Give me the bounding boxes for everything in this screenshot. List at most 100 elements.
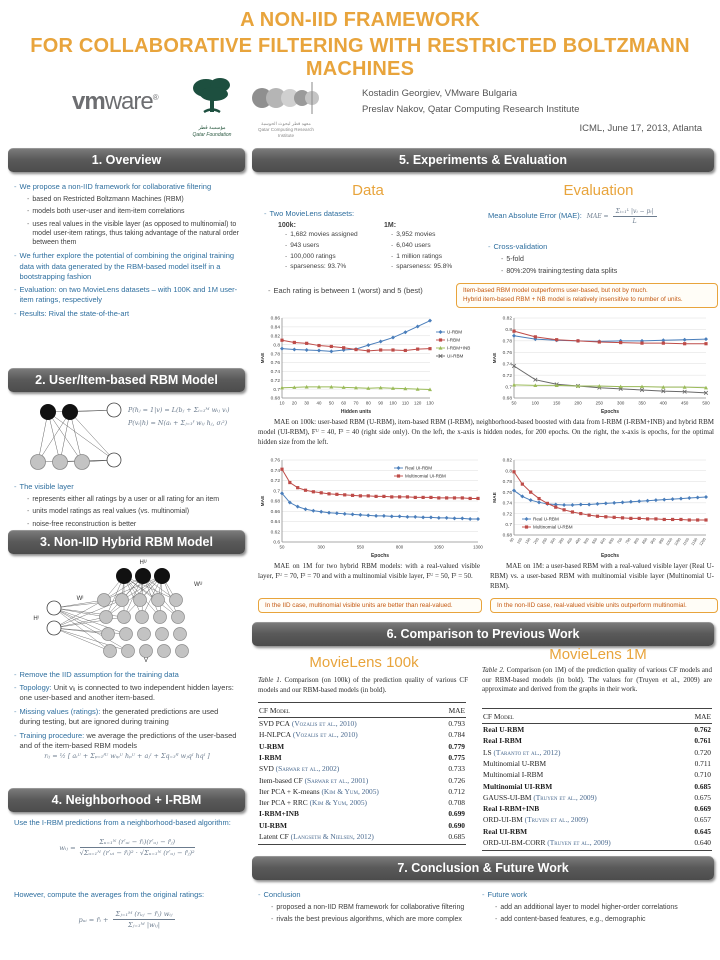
- svg-text:0.72: 0.72: [271, 378, 281, 384]
- table-row: U-RBM 0.779: [259, 741, 465, 751]
- section-header-neighborhood: 4. Neighborhood + I-RBM: [8, 788, 245, 812]
- formula-lhs: MAE =: [586, 213, 609, 220]
- svg-text:Real U-RBM: Real U-RBM: [533, 517, 559, 522]
- bullet-item: -1,682 movies assigned: [285, 231, 358, 239]
- table-row: SVD PCA (Vozalis et al., 2010) 0.793: [259, 719, 465, 729]
- svg-text:1050: 1050: [434, 545, 444, 550]
- svg-text:0.84: 0.84: [271, 325, 281, 331]
- svg-text:1000: 1000: [665, 537, 673, 546]
- svg-text:Hᴵ: Hᴵ: [33, 615, 38, 622]
- conclusion-bullets: - Conclusion - proposed a non-IID RBM frame…: [258, 886, 480, 928]
- hybrid-rbm-diagram: Hᵁ Wᵁ Wᴵ Hᴵ V: [33, 559, 203, 664]
- rbm-hidden-prob-formula: P(hⱼ = 1|v) = L(bⱼ + Σᵢ₌₁ᴹ wᵢⱼ vᵢ): [128, 406, 230, 414]
- author-line-2: Preslav Nakov, Qatar Computing Research …: [362, 103, 580, 115]
- poster-title-line1: A NON-IID FRAMEWORK: [240, 9, 480, 31]
- qf-english-name: Qatar Foundation: [192, 131, 232, 138]
- mae-label: Mean Absolute Error (MAE):: [488, 211, 582, 221]
- svg-text:0.82: 0.82: [271, 333, 281, 339]
- bullet-item: - Training procedure: we average the pred…: [14, 730, 237, 750]
- bullet-item: - Conclusion: [258, 889, 301, 899]
- qatar-foundation-logo: مؤسسة قطر Qatar Foundation: [184, 74, 240, 138]
- svg-text:0.76: 0.76: [271, 458, 281, 464]
- svg-text:300: 300: [318, 545, 326, 550]
- cross-validation-bullets: - Cross-validation -5-fold -80%:20% trainin…: [488, 238, 716, 280]
- svg-text:UI-RBM: UI-RBM: [447, 354, 464, 359]
- movielens-100k-heading: MovieLens 100k: [309, 654, 419, 671]
- table1-container: CF Model MAE SVD PCA (Vozalis et al., 2010…: [258, 702, 466, 845]
- similarity-weight-formula: wᵢⱼ = Σᵤ₌₁ᴺ (r′ᵤᵢ − r̄ᵢ)(r′ᵤⱼ − r̄ⱼ) √Σᵤ₌…: [14, 838, 240, 857]
- overview-bullets: - We propose a non-IID framework for coll…: [14, 178, 240, 323]
- table2-number: Table 2.: [482, 666, 505, 674]
- svg-text:950: 950: [658, 537, 665, 544]
- table-row: Iter PCA + RRC (Kim & Yum, 2005) 0.708: [259, 798, 465, 808]
- bullet-item: - Topology: Unit vᵢⱼ is connected to two …: [14, 683, 234, 703]
- table-row: GAUSS-UI-BM (Truyen et al., 2009) 0.675: [483, 792, 711, 802]
- rbm-network-diagram: [30, 402, 122, 470]
- section-header-rbm-model: 2. User/Item-based RBM Model: [8, 368, 245, 392]
- svg-text:150: 150: [525, 537, 532, 544]
- neighborhood-intro-1: Use the I-RBM predictions from a neighbo…: [14, 818, 231, 827]
- table-row: SVD (Sarwar et al., 2002) 0.733: [259, 764, 465, 774]
- svg-text:MAE: MAE: [492, 352, 498, 363]
- bullet-item: - Missing values (ratings): the generated…: [14, 706, 219, 726]
- bullet-item: - proposed a non-IID RBM framework for co…: [271, 904, 465, 912]
- svg-text:700: 700: [616, 537, 623, 544]
- table-row: ORD-UI-BM (Truyen et al., 2009) 0.657: [483, 815, 711, 825]
- svg-text:0.6: 0.6: [273, 540, 280, 546]
- qcri-circles-icon: [252, 82, 319, 114]
- svg-text:450: 450: [575, 537, 582, 544]
- mae-definition-row: Mean Absolute Error (MAE): MAE = Σᵢ₌₁ᴸ |…: [488, 208, 716, 225]
- svg-text:0.8: 0.8: [273, 342, 280, 348]
- svg-text:Multinomial UI-RBM: Multinomial UI-RBM: [405, 474, 446, 479]
- bullet-item: - Results: Rival the state-of-the-art: [14, 309, 130, 319]
- svg-text:600: 600: [600, 537, 607, 544]
- table1-number: Table 1.: [258, 676, 282, 684]
- data-intro-bullet: - Two MovieLens datasets:: [264, 205, 474, 222]
- chart-mae-100k-hidden-units: 0.68 0.7 0.72 0.74 0.76 0.78 0.8 0.82 0.84 0.86 10…: [258, 312, 488, 415]
- bullet-item: -6,040 users: [391, 241, 431, 249]
- table-row: Item-based CF (Sarwar et al., 2001) 0.726: [259, 775, 465, 785]
- venue-line: ICML, June 17, 2013, Atlanta: [579, 123, 702, 134]
- svg-text:MAE: MAE: [260, 495, 266, 506]
- bullet-item: - models both user-user and item-item cor…: [27, 208, 185, 216]
- bullet-item: - add content-based features, e.g., demog…: [495, 916, 646, 924]
- section-header-overview: 1. Overview: [8, 148, 245, 172]
- svg-text:0.78: 0.78: [503, 479, 513, 485]
- bullet-item: - Cross-validation: [488, 241, 548, 251]
- table-row: Multinomial UI-RBM 0.685: [483, 781, 711, 791]
- bullet-item: - sparseness: 95.8%: [391, 263, 453, 271]
- neighborhood-intro-2: However, compute the averages from the o…: [14, 890, 205, 899]
- svg-text:150: 150: [553, 401, 561, 406]
- chart-caption-100k: MAE on 100k: user-based RBM (U-RBM), ite…: [258, 418, 714, 446]
- bullet-item: - based on Restricted Boltzmann Machines …: [27, 196, 184, 204]
- svg-text:Hᵁ: Hᵁ: [140, 559, 147, 566]
- svg-text:0.72: 0.72: [503, 511, 513, 517]
- chart-mae-100k-epochs: 0.68 0.7 0.72 0.74 0.76 0.78 0.8 0.82 50 100 150 20…: [490, 312, 716, 415]
- svg-text:10: 10: [280, 401, 285, 406]
- svg-text:250: 250: [541, 537, 548, 544]
- table-row: LS (Taranto et al., 2012) 0.720: [483, 747, 711, 757]
- svg-text:0.68: 0.68: [271, 499, 281, 505]
- svg-text:0.68: 0.68: [271, 396, 281, 402]
- svg-text:0.82: 0.82: [503, 316, 513, 322]
- chart-caption-1m-hybrid: MAE on 1M for two hybrid RBM models: wit…: [258, 562, 480, 580]
- future-work-bullets: - Future work - add an additional layer to …: [482, 886, 714, 928]
- rbm-findings-callout: Item-based RBM model outperforms user-ba…: [456, 283, 718, 308]
- svg-text:0.76: 0.76: [503, 350, 513, 356]
- svg-text:0.74: 0.74: [503, 501, 513, 507]
- svg-text:0.7: 0.7: [273, 488, 280, 494]
- svg-text:Wᵁ: Wᵁ: [194, 581, 203, 588]
- section-header-experiments: 5. Experiments & Evaluation: [252, 148, 714, 172]
- svg-text:120: 120: [414, 401, 422, 406]
- svg-text:0.68: 0.68: [503, 533, 513, 539]
- svg-text:500: 500: [702, 401, 710, 406]
- table2-container: CF Model MAE Real U-RBM 0.762 Real I-RBM 0.76…: [482, 708, 712, 851]
- svg-text:400: 400: [566, 537, 573, 544]
- svg-text:750: 750: [625, 537, 632, 544]
- section-header-comparison: 6. Comparison to Previous Work: [252, 622, 714, 646]
- bullet-item: - rivals the best previous algorithms, wh…: [271, 916, 462, 924]
- svg-text:0.78: 0.78: [271, 351, 281, 357]
- svg-text:MAE: MAE: [492, 491, 498, 502]
- svg-text:800: 800: [633, 537, 640, 544]
- svg-text:80: 80: [366, 401, 371, 406]
